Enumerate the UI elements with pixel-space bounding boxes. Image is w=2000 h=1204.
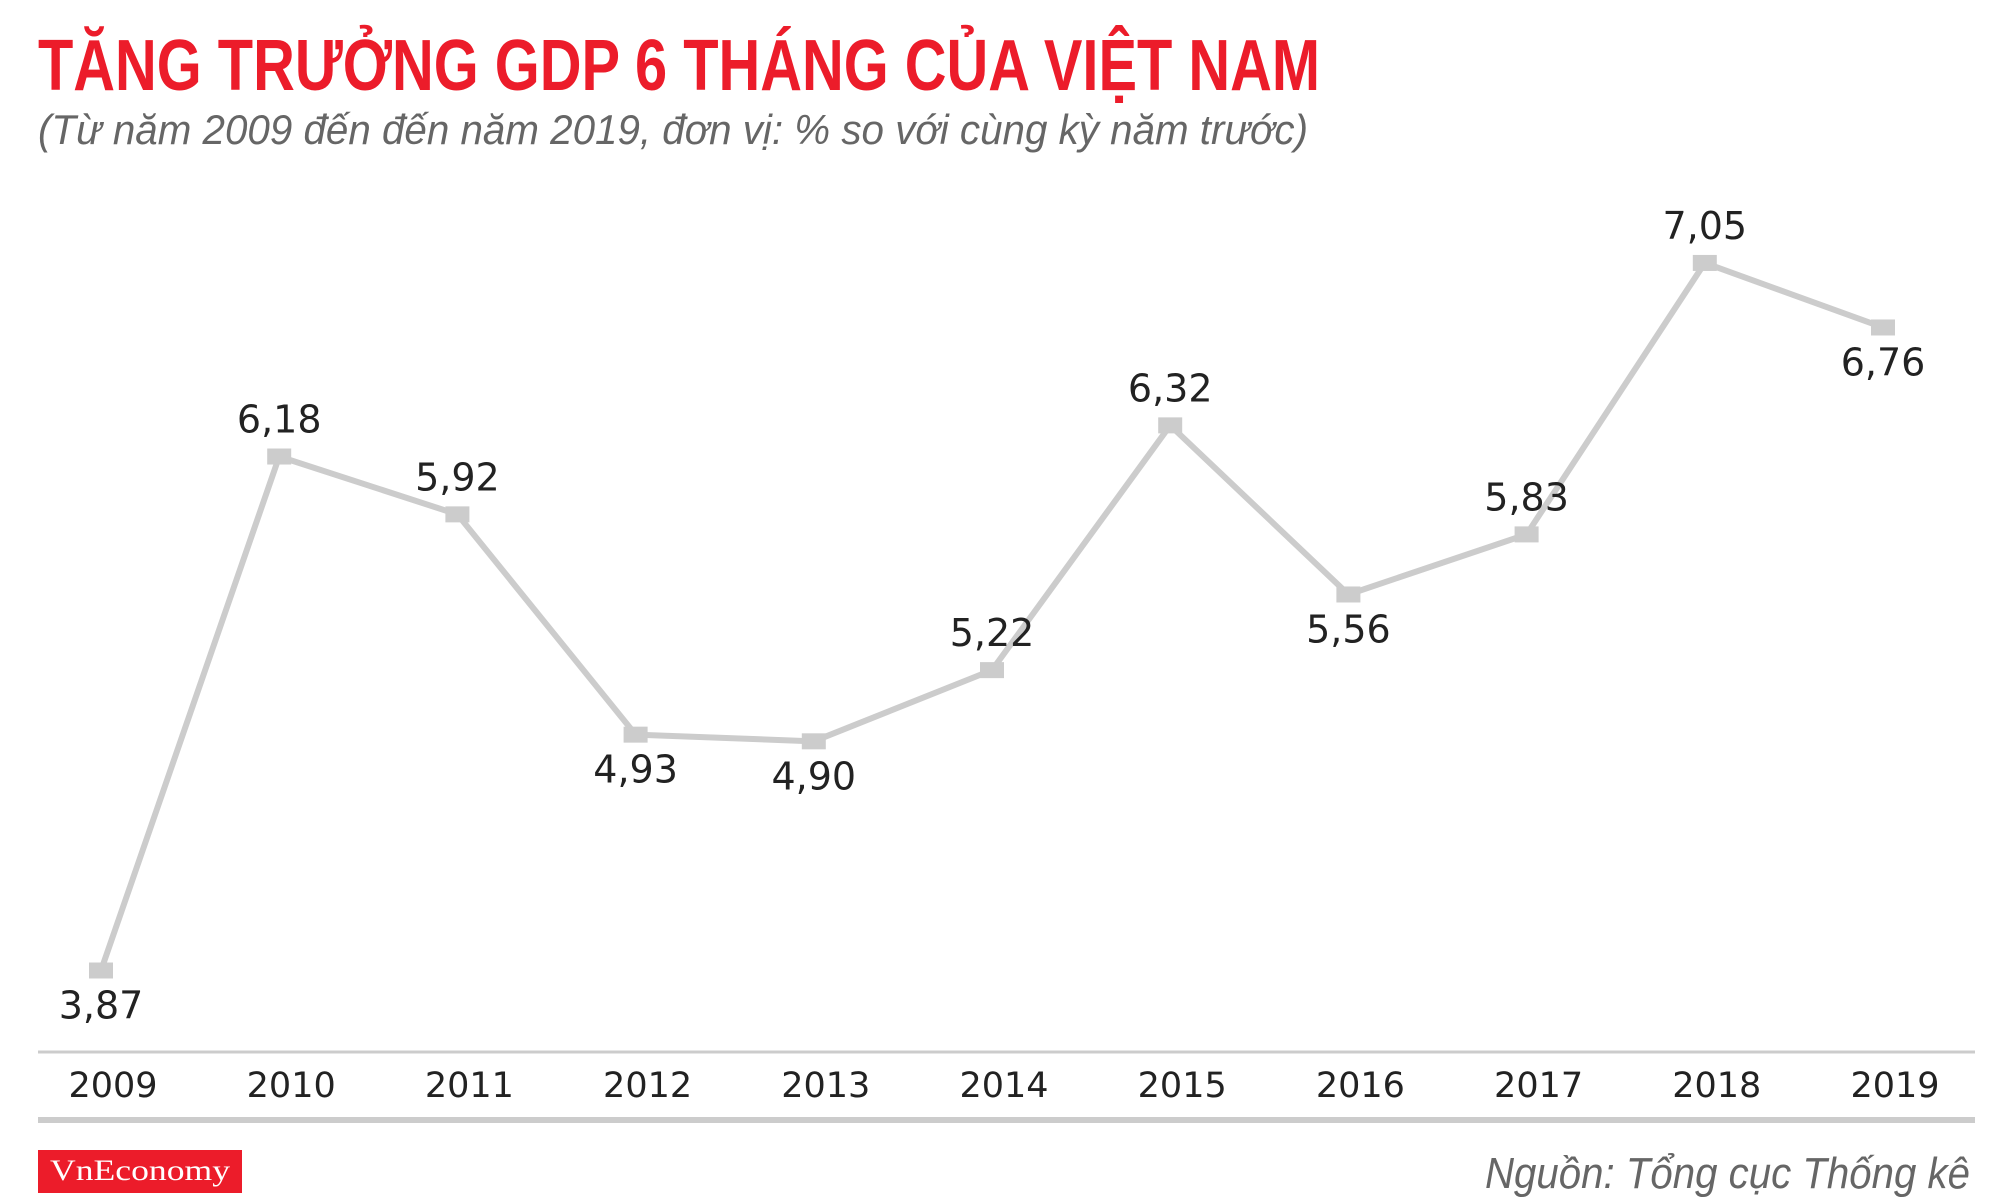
data-label: 6,32 — [1128, 366, 1213, 410]
data-label: 6,76 — [1841, 340, 1926, 384]
x-tick-label: 2010 — [247, 1066, 336, 1106]
x-tick-label: 2015 — [1138, 1066, 1227, 1106]
plot-area: 3,87 6,18 5,92 4,93 4,90 5,22 6,32 5,56 5,83 7,05… — [59, 204, 1926, 1028]
data-point — [267, 448, 292, 465]
x-tick-label: 2013 — [781, 1066, 870, 1106]
data-label: 7,05 — [1662, 204, 1747, 248]
x-tick-label: 2018 — [1672, 1066, 1761, 1106]
data-label: 5,56 — [1306, 607, 1391, 651]
x-tick-label: 2016 — [1316, 1066, 1405, 1106]
source-note: Nguồn: Tổng cục Thống kê — [1485, 1149, 1970, 1198]
vneconomy-logo: VnEconomy — [38, 1150, 242, 1193]
data-label: 4,90 — [771, 754, 856, 798]
chart-subtitle: (Từ năm 2009 đến đến năm 2019, đơn vị: %… — [38, 106, 1308, 153]
x-tick-label: 2014 — [959, 1066, 1048, 1106]
data-label: 5,92 — [415, 455, 500, 499]
data-point — [801, 733, 826, 750]
x-axis-labels: 2009 2010 2011 2012 2013 2014 2015 2016 2017 2018… — [68, 1066, 1939, 1106]
data-point — [1336, 586, 1361, 603]
data-point — [89, 962, 113, 979]
data-label: 5,22 — [950, 611, 1035, 655]
data-point — [623, 726, 648, 743]
x-tick-label: 2019 — [1850, 1066, 1939, 1106]
x-tick-label: 2017 — [1494, 1066, 1583, 1106]
data-label: 3,87 — [59, 984, 144, 1028]
data-point — [1692, 254, 1717, 271]
x-tick-label: 2011 — [425, 1066, 514, 1106]
data-label: 4,93 — [593, 748, 678, 792]
data-label: 5,83 — [1484, 475, 1569, 519]
x-tick-label: 2012 — [603, 1066, 692, 1106]
svg-text:VnEconomy: VnEconomy — [50, 1154, 230, 1187]
data-point — [980, 662, 1004, 679]
x-tick-label: 2009 — [68, 1066, 157, 1106]
data-point — [1871, 319, 1895, 336]
data-point — [1514, 526, 1539, 543]
chart-title: TĂNG TRƯỞNG GDP 6 THÁNG CỦA VIỆT NAM — [38, 25, 1320, 106]
data-point — [1158, 417, 1183, 434]
data-label: 6,18 — [237, 398, 322, 442]
data-point — [445, 506, 470, 523]
